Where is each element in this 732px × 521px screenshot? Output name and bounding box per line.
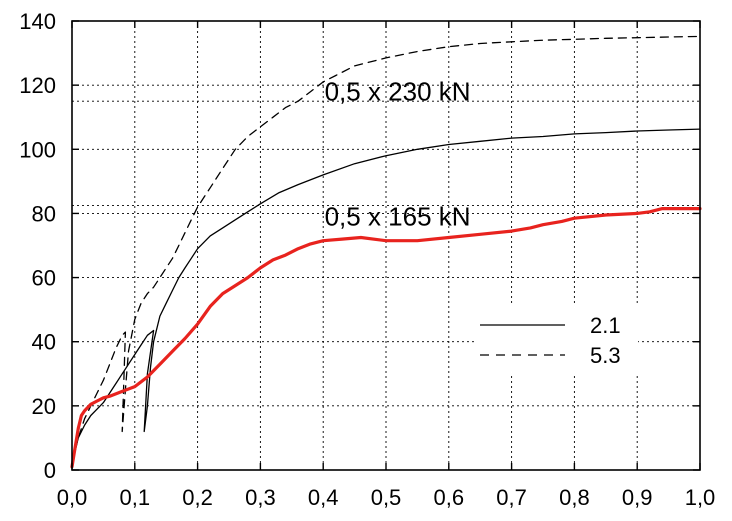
series-line-5-3 [71,35,701,465]
x-tick-label: 0,5 [371,485,402,510]
series-line-red [70,207,702,469]
series-group [70,35,702,469]
y-tick-label: 140 [19,9,56,34]
x-tick-label: 0,7 [496,485,527,510]
y-tick-labels: 0 20 40 60 80 100 120 140 [19,9,56,483]
x-tick-labels: 0,0 0,1 0,2 0,3 0,4 0,5 0,6 0,7 0,8 0,9 1,0 [57,485,716,510]
y-tick-label: 40 [32,330,56,355]
annotation-label: 0,5 x 230 kN [325,77,471,107]
x-tick-label: 0,6 [434,485,465,510]
legend-background [474,306,638,374]
y-tick-label: 20 [32,394,56,419]
x-tick-label: 0,1 [120,485,151,510]
x-tick-label: 0,4 [308,485,339,510]
x-tick-label: 1,0 [685,485,716,510]
x-tick-label: 0,8 [559,485,590,510]
x-tick-label: 0,3 [245,485,276,510]
annotation-label: 0,5 x 165 kN [325,202,471,232]
y-tick-label: 100 [19,137,56,162]
x-tick-label: 0,2 [182,485,213,510]
y-tick-label: 60 [32,266,56,291]
x-tick-label: 0,0 [57,485,88,510]
legend: 2.15.3 [474,306,638,374]
x-tick-label: 0,9 [622,485,653,510]
legend-label: 5.3 [590,343,621,368]
annotations: 0,5 x 230 kN 0,5 x 165 kN [325,77,471,232]
axis-ticks [71,20,701,471]
series-line-2-1 [71,128,701,465]
y-tick-label: 80 [32,201,56,226]
y-tick-label: 120 [19,73,56,98]
y-tick-label: 0 [44,458,56,483]
legend-label: 2.1 [590,313,621,338]
